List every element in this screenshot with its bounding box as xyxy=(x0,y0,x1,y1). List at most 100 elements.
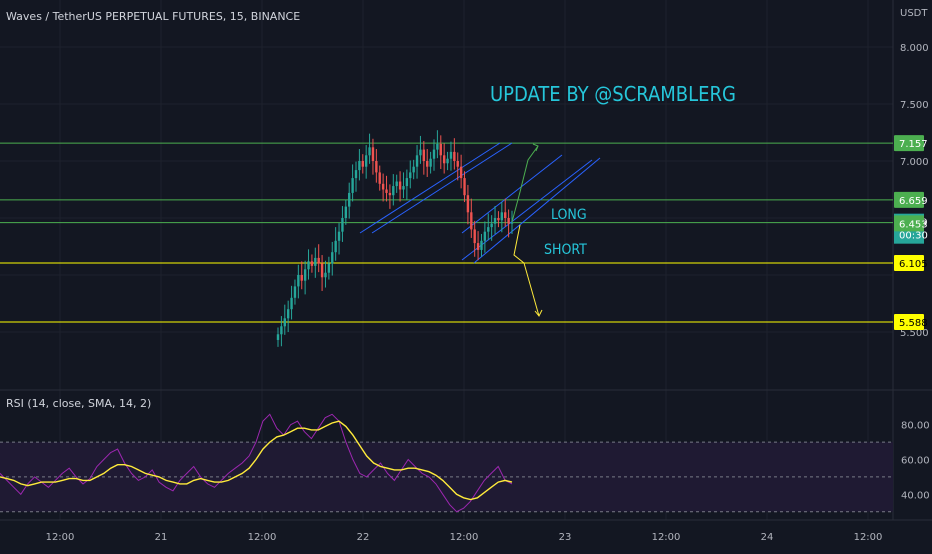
candle-body xyxy=(412,166,415,173)
short-arrow xyxy=(513,224,540,317)
candles xyxy=(276,130,514,347)
candle-body xyxy=(422,149,426,161)
candle-body xyxy=(466,195,470,213)
candle-body xyxy=(351,178,354,193)
time-tick-label: 22 xyxy=(357,532,370,543)
price-tick-label: 8.000 xyxy=(900,43,929,54)
candle-body xyxy=(432,149,436,159)
short-annotation: SHORT xyxy=(544,242,587,258)
level-tag-bg xyxy=(894,215,924,232)
rsi-tick-label: 80.00 xyxy=(901,421,930,432)
candle-body xyxy=(497,218,500,221)
short-arrow-head xyxy=(534,309,543,317)
candle-body xyxy=(385,189,388,193)
candle-body xyxy=(415,155,419,167)
candle-body xyxy=(368,147,371,156)
candle-body xyxy=(331,252,334,264)
candle-body xyxy=(310,261,314,266)
candle-body xyxy=(480,240,483,250)
candle-body xyxy=(409,172,412,179)
projection-arrows xyxy=(511,143,543,317)
candle-body xyxy=(398,181,402,190)
candle-body xyxy=(470,212,473,230)
currency-label: USDT xyxy=(900,8,928,19)
price-tick-label: 5.500 xyxy=(900,328,929,339)
candle-body xyxy=(493,218,497,224)
candle-body xyxy=(297,275,300,287)
candle-body xyxy=(327,263,331,273)
channel-line xyxy=(371,142,513,234)
candle-body xyxy=(510,222,514,224)
price-tick-label: 7.000 xyxy=(900,157,929,168)
candle-body xyxy=(317,257,320,264)
level-tag-bg xyxy=(894,255,924,272)
candle-body xyxy=(307,261,310,270)
candle-body xyxy=(429,158,432,167)
rsi-line xyxy=(0,413,513,513)
candle-body xyxy=(504,212,507,218)
candle-body xyxy=(507,218,510,224)
countdown-tag: 00:30 xyxy=(899,231,928,242)
channel-line xyxy=(461,154,563,234)
candle-body xyxy=(490,223,493,228)
candle-body xyxy=(303,269,307,281)
candle-body xyxy=(487,227,490,232)
candle-body xyxy=(453,151,456,161)
candle-body xyxy=(364,155,368,167)
candle-body xyxy=(375,161,378,173)
time-tick-label: 12:00 xyxy=(248,532,277,543)
candle-body xyxy=(337,231,341,241)
trend-channels xyxy=(359,142,601,264)
level-tag: 6.659 xyxy=(899,196,928,207)
update-annotation: UPDATE BY @SCRAMBLERG xyxy=(490,82,736,106)
candle-body xyxy=(361,161,364,167)
symbol-title[interactable]: Waves / TetherUS PERPETUAL FUTURES, 15, … xyxy=(6,10,301,23)
level-tag: 6.105 xyxy=(899,259,928,270)
candle-body xyxy=(276,334,280,340)
time-tick-label: 12:00 xyxy=(46,532,75,543)
price-axis[interactable]: 8.000 7.500 7.000 5.500 80.00 60.00 40.00 xyxy=(900,43,930,501)
candle-body xyxy=(344,206,348,218)
candle-body xyxy=(334,240,337,253)
time-tick-label: 24 xyxy=(761,532,774,543)
candle-body xyxy=(500,212,504,221)
candle-body xyxy=(402,186,405,190)
long-arrow xyxy=(511,145,539,223)
candle-body xyxy=(324,272,327,278)
time-tick-label: 12:00 xyxy=(450,532,479,543)
candle-body xyxy=(320,263,324,278)
candle-body xyxy=(341,218,344,232)
candle-body xyxy=(405,178,409,187)
candle-body xyxy=(314,257,317,266)
candle-body xyxy=(286,309,290,319)
candle-body xyxy=(354,170,358,179)
long-arrow-head xyxy=(532,143,539,152)
candle-body xyxy=(442,155,446,164)
level-tag-bg xyxy=(894,313,924,330)
candle-body xyxy=(395,181,398,187)
candle-body xyxy=(290,297,293,310)
time-tick-label: 23 xyxy=(559,532,572,543)
price-levels xyxy=(0,142,893,323)
time-tick-label: 12:00 xyxy=(652,532,681,543)
candle-body xyxy=(358,161,361,171)
rsi-tick-label: 40.00 xyxy=(901,490,930,501)
time-axis[interactable]: 12:00 21 12:00 22 12:00 23 12:00 24 12:00 xyxy=(46,532,883,543)
rsi-tick-label: 60.00 xyxy=(901,456,930,467)
candle-body xyxy=(476,243,480,250)
rsi-ma-line xyxy=(0,420,513,501)
candle-body xyxy=(293,286,297,298)
channel-line xyxy=(359,142,501,234)
candle-body xyxy=(463,178,466,196)
candle-body xyxy=(446,158,449,164)
long-annotation: LONG xyxy=(551,207,587,223)
rsi-title[interactable]: RSI (14, close, SMA, 14, 2) xyxy=(6,397,152,410)
candle-body xyxy=(456,161,459,167)
candle-body xyxy=(439,143,442,156)
candle-body xyxy=(348,192,351,207)
level-tag-bg xyxy=(894,135,924,152)
level-tag: 5.588 xyxy=(899,318,928,329)
